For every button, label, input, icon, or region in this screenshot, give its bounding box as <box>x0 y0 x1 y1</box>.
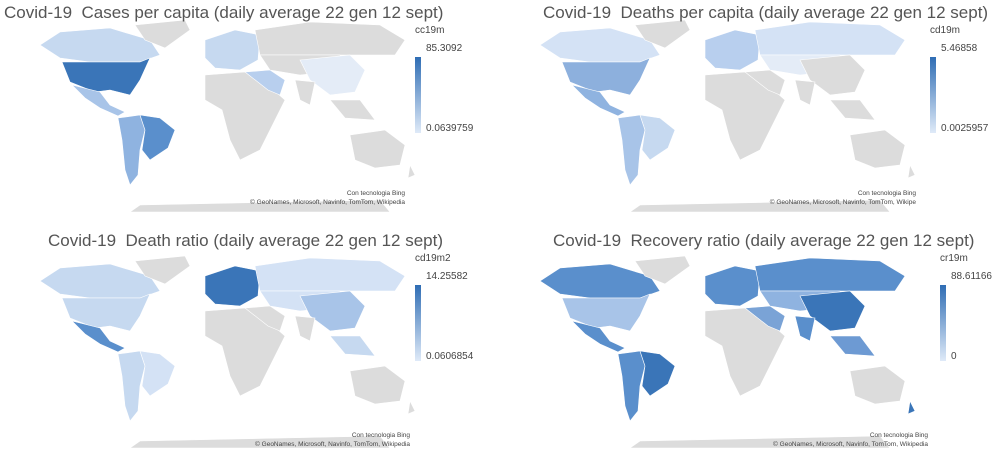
panel-title: Covid-19 Deaths per capita (daily averag… <box>543 3 988 22</box>
legend-title: cd19m2 <box>415 253 451 264</box>
legend-min-label: 0 <box>951 351 957 362</box>
country-region <box>907 164 916 179</box>
country-region <box>907 400 916 415</box>
country-region <box>617 350 646 422</box>
world-map <box>39 255 416 449</box>
country-region <box>139 114 176 161</box>
map-panel: Covid-19 Deaths per capita (daily averag… <box>539 3 989 213</box>
country-region <box>204 265 261 307</box>
country-region <box>329 335 376 357</box>
country-region <box>849 129 906 169</box>
country-region <box>349 129 406 169</box>
country-region <box>794 315 816 342</box>
map-panel: Covid-19 Death ratio (daily average 22 g… <box>39 231 474 449</box>
country-region <box>61 293 151 332</box>
legend-max-label: 5.46858 <box>941 43 978 54</box>
country-region <box>561 57 651 96</box>
legend-title: cc19m <box>415 25 444 36</box>
country-region <box>639 350 676 397</box>
country-region <box>617 114 646 186</box>
country-region <box>639 114 676 161</box>
legend-max-label: 85.3092 <box>426 43 463 54</box>
country-region <box>117 350 146 422</box>
country-region <box>794 79 816 106</box>
legend-gradient <box>415 285 421 361</box>
country-region <box>254 21 406 56</box>
credit-line: Con tecnologia Bing <box>870 432 929 439</box>
legend-max-label: 88.61166 <box>951 271 992 282</box>
country-region <box>294 315 316 342</box>
country-region <box>829 99 876 121</box>
country-region <box>754 21 906 56</box>
credit-line: © GeoNames, Microsoft, Navinfo, TomTom, … <box>770 198 917 206</box>
legend-title: cd19m <box>930 25 960 36</box>
credit-line: © GeoNames, Microsoft, Navinfo, TomTom, … <box>773 440 928 448</box>
country-region <box>849 365 906 405</box>
country-region <box>754 257 906 292</box>
country-region <box>561 293 651 332</box>
country-region <box>704 265 761 307</box>
world-map <box>539 255 916 449</box>
legend-min-label: 0.0606854 <box>426 351 474 362</box>
legend-max-label: 14.25582 <box>426 271 468 282</box>
credit-line: Con tecnologia Bing <box>347 190 406 197</box>
credit-line: © GeoNames, Microsoft, Navinfo, TomTom, … <box>250 198 405 206</box>
country-region <box>704 29 761 71</box>
panel-title: Covid-19 Recovery ratio (daily average 2… <box>553 231 974 250</box>
credit-line: © GeoNames, Microsoft, Navinfo, TomTom, … <box>255 440 410 448</box>
legend-gradient <box>415 57 421 133</box>
legend-gradient <box>940 285 946 361</box>
legend-gradient <box>930 57 936 133</box>
world-map <box>539 19 916 213</box>
country-region <box>139 350 176 397</box>
country-region <box>407 400 416 415</box>
country-region <box>204 29 261 71</box>
country-region <box>61 57 151 96</box>
country-region <box>829 335 876 357</box>
country-region <box>329 99 376 121</box>
map-panel: Covid-19 Cases per capita (daily average… <box>4 3 474 213</box>
country-region <box>349 365 406 405</box>
legend-title: cr19m <box>940 253 968 264</box>
credit-line: Con tecnologia Bing <box>858 190 917 197</box>
legend-min-label: 0.0639759 <box>426 123 474 134</box>
map-panel: Covid-19 Recovery ratio (daily average 2… <box>539 231 992 449</box>
legend-min-label: 0.0025957 <box>941 123 989 134</box>
country-region <box>117 114 146 186</box>
panel-title: Covid-19 Death ratio (daily average 22 g… <box>48 231 443 250</box>
country-region <box>294 79 316 106</box>
world-map <box>39 19 416 213</box>
credit-line: Con tecnologia Bing <box>352 432 411 439</box>
panel-title: Covid-19 Cases per capita (daily average… <box>4 3 443 22</box>
country-region <box>407 164 416 179</box>
country-region <box>254 257 406 292</box>
